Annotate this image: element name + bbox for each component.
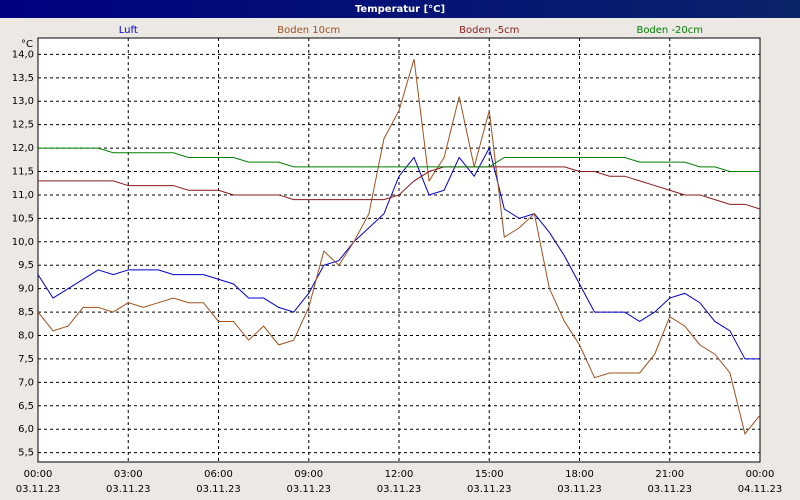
y-tick-label: 10,5 [12,213,34,224]
x-tick-date: 03.11.23 [286,484,331,495]
y-tick-label: 6,0 [18,424,34,435]
x-tick-date: 03.11.23 [557,484,602,495]
legend-entry: Boden -5cm [459,25,519,36]
y-tick-label: 6,5 [18,401,34,412]
x-tick-date: 04.11.23 [738,484,783,495]
x-tick-label: 03:00 [114,469,143,480]
x-tick-date: 03.11.23 [377,484,422,495]
x-tick-label: 00:00 [24,469,53,480]
y-tick-label: 8,5 [18,307,34,318]
legend-entry: Luft [119,25,138,36]
y-tick-label: 7,5 [18,354,34,365]
x-tick-label: 06:00 [204,469,233,480]
series-line [38,147,760,173]
y-tick-label: 5,5 [18,448,34,459]
legend-entry: Boden 10cm [277,25,340,36]
chart-title: Temperatur [°C] [355,4,445,15]
title-bar [0,0,800,18]
x-tick-date: 03.11.23 [647,484,692,495]
x-tick-label: 15:00 [475,469,504,480]
series-line [37,146,760,360]
y-unit: °C [21,39,33,50]
y-tick-label: 7,0 [18,377,34,388]
x-tick-label: 21:00 [655,469,684,480]
series-line [38,166,761,210]
x-tick-label: 09:00 [294,469,323,480]
x-tick-label: 12:00 [385,469,414,480]
series-line [37,58,761,435]
y-tick-label: 12,5 [12,120,34,131]
y-tick-label: 11,5 [12,167,34,178]
x-tick-date: 03.11.23 [16,484,61,495]
y-tick-label: 9,0 [18,284,34,295]
y-tick-label: 13,5 [12,73,34,84]
y-tick-label: 13,0 [12,96,34,107]
y-tick-label: 14,0 [12,49,34,60]
y-tick-label: 9,5 [18,260,34,271]
x-tick-label: 18:00 [565,469,594,480]
y-tick-label: 11,0 [12,190,34,201]
x-tick-date: 03.11.23 [196,484,241,495]
legend-entry: Boden -20cm [636,25,703,36]
x-tick-label: 00:00 [746,469,775,480]
y-tick-label: 12,0 [12,143,34,154]
y-tick-label: 10,0 [12,237,34,248]
x-tick-date: 03.11.23 [467,484,512,495]
x-tick-date: 03.11.23 [106,484,151,495]
y-tick-label: 8,0 [18,331,34,342]
